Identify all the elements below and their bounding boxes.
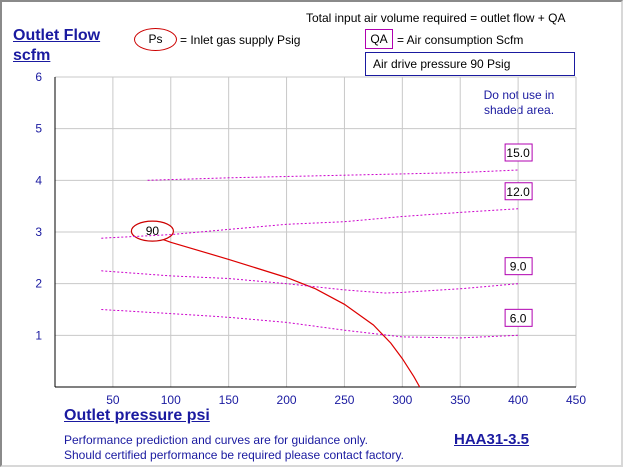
- y-tick-label: 3: [35, 225, 42, 239]
- footer-line2: Should certified performance be required…: [64, 448, 404, 462]
- y-tick-label: 4: [35, 173, 42, 187]
- total-volume-note: Total input air volume required = outlet…: [306, 11, 566, 25]
- y-tick-label: 6: [35, 70, 42, 84]
- x-axis-label: Outlet pressure psi: [64, 407, 210, 424]
- series-line-15.0: [147, 169, 519, 181]
- ps-description: = Inlet gas supply Psig: [180, 33, 301, 47]
- series-label-box: [504, 182, 533, 201]
- series-line-6.0: [101, 309, 519, 339]
- ps-symbol: Ps: [134, 28, 177, 51]
- y-tick-label: 2: [35, 277, 42, 291]
- series-label-6.0: 6.0: [510, 311, 527, 325]
- x-tick-label: 50: [106, 393, 120, 407]
- x-tick-label: 350: [450, 393, 470, 407]
- y-axis-label-line2: scfm: [13, 47, 51, 64]
- qa-description: = Air consumption Scfm: [397, 33, 524, 47]
- qa-symbol: QA: [365, 29, 393, 49]
- series-line-90: [153, 235, 421, 388]
- footer-line1: Performance prediction and curves are fo…: [64, 433, 368, 447]
- shaded-area-warning: Do not use in shaded area.: [474, 88, 564, 118]
- series-line-9.0: [101, 270, 519, 294]
- series-label-9.0: 9.0: [510, 260, 527, 274]
- x-tick-label: 450: [566, 393, 586, 407]
- footer-notes: Performance prediction and curves are fo…: [64, 433, 404, 463]
- drive-pressure-box: Air drive pressure 90 Psig: [365, 52, 575, 76]
- y-axis-label-line1: Outlet Flow: [13, 27, 101, 44]
- x-tick-label: 300: [392, 393, 412, 407]
- y-tick-label: 5: [35, 122, 42, 136]
- model-number: HAA31-3.5: [454, 431, 530, 448]
- series-label-box: [504, 257, 533, 276]
- series-label-15.0: 15.0: [506, 146, 530, 160]
- series-label-box: [504, 308, 533, 327]
- y-tick-label: 1: [35, 328, 42, 342]
- x-tick-label: 150: [219, 393, 239, 407]
- warning-line2: shaded area.: [483, 103, 555, 117]
- x-tick-label: 400: [508, 393, 528, 407]
- x-tick-label: 250: [334, 393, 354, 407]
- series-label-box: [504, 143, 533, 162]
- x-tick-label: 200: [277, 393, 297, 407]
- warning-line1: Do not use in: [483, 88, 555, 102]
- series-label-90: 90: [146, 224, 160, 238]
- series-label-12.0: 12.0: [506, 185, 530, 199]
- x-tick-label: 100: [161, 393, 181, 407]
